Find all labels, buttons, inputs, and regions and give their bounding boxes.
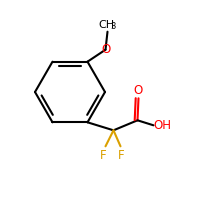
Text: F: F [118, 149, 125, 162]
Text: 3: 3 [110, 22, 115, 31]
Text: O: O [101, 43, 110, 56]
Text: F: F [100, 149, 107, 162]
Text: O: O [134, 84, 143, 97]
Text: OH: OH [154, 119, 172, 132]
Text: CH: CH [98, 20, 115, 30]
